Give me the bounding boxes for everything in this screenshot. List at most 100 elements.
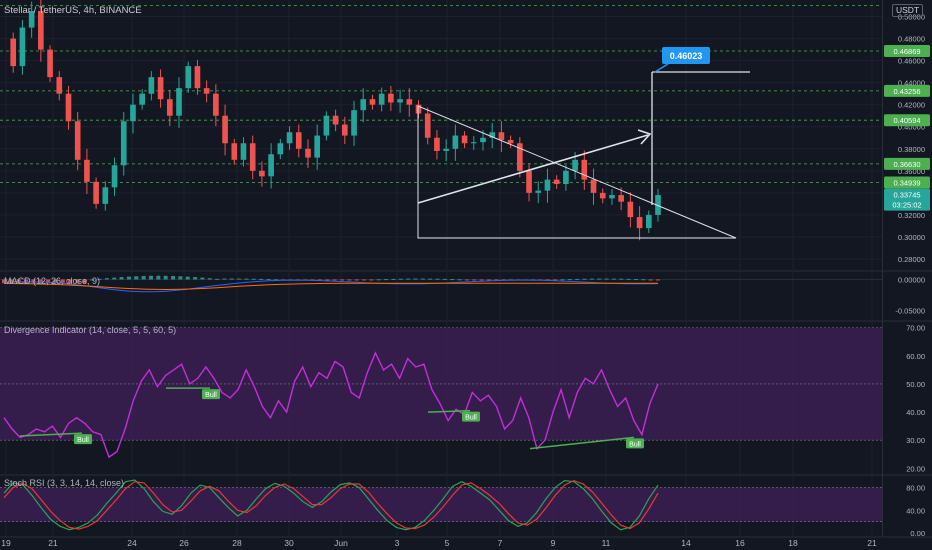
x-tick-label: 9 xyxy=(551,538,556,548)
x-tick-label: 7 xyxy=(498,538,503,548)
x-tick-label: 21 xyxy=(867,538,877,548)
x-tick-label: Jun xyxy=(334,538,348,548)
y-tick-label: 0.46000 xyxy=(898,57,925,66)
rsi-y-tick-label: 20.00 xyxy=(906,464,925,473)
macd-histogram-bar xyxy=(163,275,168,280)
macd-histogram-bar xyxy=(494,279,499,281)
candle-body xyxy=(507,139,514,144)
macd-histogram-bar xyxy=(75,279,80,284)
candle-body xyxy=(231,143,238,160)
macd-histogram-bar xyxy=(560,279,565,281)
bull-divergence-line xyxy=(529,436,635,450)
candle-body xyxy=(443,148,449,151)
candle-body xyxy=(286,132,293,144)
macd-title: MACD (12, 26, close, 9) xyxy=(4,276,101,286)
macd-histogram-bar xyxy=(567,279,572,281)
stoch-d-line xyxy=(3,479,659,530)
x-tick-label: 18 xyxy=(788,538,798,548)
candle-body xyxy=(305,148,311,158)
candle-body xyxy=(645,214,652,229)
candle-body xyxy=(130,104,136,122)
macd-histogram-bar xyxy=(171,275,176,280)
macd-histogram-bar xyxy=(126,276,131,280)
macd-histogram-bar xyxy=(97,278,102,280)
candle-body xyxy=(176,88,182,116)
candle-body xyxy=(351,110,357,136)
candle-body xyxy=(572,159,578,171)
candle-body xyxy=(332,115,339,125)
macd-histogram-bar xyxy=(611,278,616,280)
candle-body xyxy=(139,93,145,105)
macd-histogram-bar xyxy=(398,278,403,280)
macd-histogram-bar xyxy=(472,279,477,281)
macd-histogram-bar xyxy=(229,278,234,280)
y-tick-label: 0.44000 xyxy=(898,79,925,88)
bull-label: Bull xyxy=(629,441,641,448)
x-tick-label: 21 xyxy=(48,538,58,548)
price-level-tag-label: 0.40594 xyxy=(893,116,920,125)
macd-histogram-bar xyxy=(648,279,653,281)
candle-body xyxy=(424,113,431,138)
macd-histogram-bar xyxy=(31,279,36,284)
macd-histogram-bar xyxy=(68,279,73,284)
price-level-tag xyxy=(884,114,930,127)
macd-histogram-bar xyxy=(178,276,183,280)
macd-histogram-bar xyxy=(244,278,249,280)
y-tick-label: 0.40000 xyxy=(898,123,925,132)
macd-histogram-bar xyxy=(575,278,580,280)
candle-body xyxy=(535,190,542,193)
descending-triangle xyxy=(417,105,737,239)
rsi-y-tick-label: 30.00 xyxy=(906,436,925,445)
macd-histogram-bar xyxy=(369,279,374,281)
macd-histogram-bar xyxy=(626,278,631,280)
candle-body xyxy=(314,135,320,158)
candle-body xyxy=(93,181,99,204)
candle-body xyxy=(590,179,597,193)
candle-body xyxy=(452,135,459,149)
currency-badge[interactable]: USDT xyxy=(892,4,924,17)
candle-body xyxy=(84,159,90,182)
macd-histogram-bar xyxy=(90,279,95,281)
macd-histogram-bar xyxy=(200,277,205,280)
macd-histogram-bar xyxy=(362,279,367,281)
macd-histogram-bar xyxy=(464,279,469,281)
x-tick-label: 26 xyxy=(179,538,189,548)
macd-signal-line xyxy=(3,282,658,291)
bull-label-box xyxy=(626,438,644,449)
macd-histogram-bar xyxy=(266,279,271,281)
candle-body xyxy=(342,124,348,136)
price-level-tag xyxy=(884,176,930,189)
macd-histogram-bar xyxy=(354,279,359,281)
bull-label: Bull xyxy=(465,415,477,422)
macd-histogram-bar xyxy=(38,279,43,284)
x-tick-label: 14 xyxy=(681,538,691,548)
y-tick-label: 0.30000 xyxy=(898,233,925,242)
macd-histogram-bar xyxy=(259,278,264,280)
price-level-tag-label: 0.36630 xyxy=(893,160,920,169)
macd-histogram-bar xyxy=(207,278,212,280)
macd-histogram-bar xyxy=(112,277,117,280)
bull-label: Bull xyxy=(77,437,89,444)
candle-body xyxy=(498,132,505,140)
macd-histogram-bar xyxy=(656,279,660,281)
candle-body xyxy=(489,132,496,138)
candle-body xyxy=(517,143,523,171)
target-callout-box xyxy=(662,47,710,64)
rsi-y-tick-label: 70.00 xyxy=(906,324,925,333)
price-level-tag xyxy=(884,157,930,170)
stoch-y-tick-label: 80.00 xyxy=(906,483,925,492)
macd-histogram-bar xyxy=(141,275,146,280)
macd-histogram-bar xyxy=(435,278,440,280)
macd-histogram-bar xyxy=(619,278,624,280)
candle-body xyxy=(544,179,551,191)
candle-body xyxy=(111,165,118,188)
x-tick-label: 28 xyxy=(232,538,242,548)
candle-body xyxy=(415,104,422,114)
candle-body xyxy=(563,170,569,185)
y-tick-label: 0.38000 xyxy=(898,145,925,154)
rsi-y-tick-label: 40.00 xyxy=(906,408,925,417)
macd-histogram-bar xyxy=(582,278,587,280)
stoch-k-line xyxy=(3,479,659,531)
macd-histogram-bar xyxy=(391,278,396,280)
